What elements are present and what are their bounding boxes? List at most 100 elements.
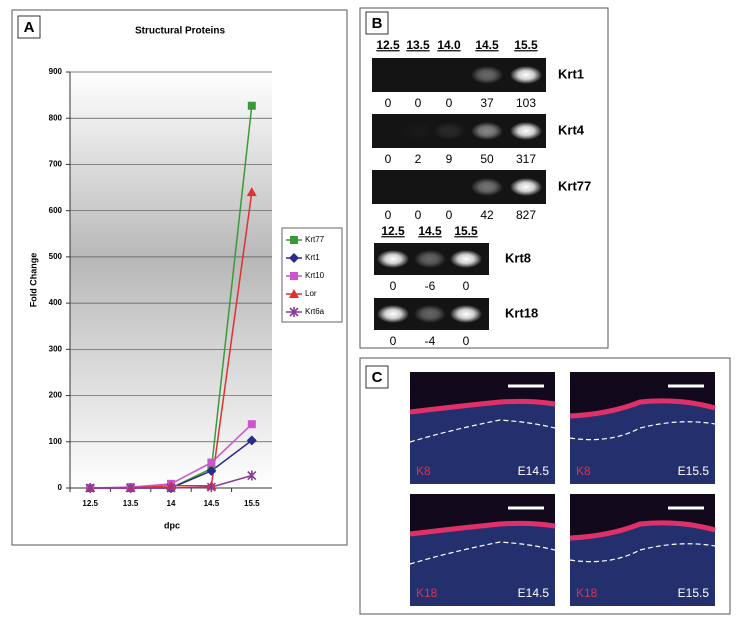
point <box>247 420 256 429</box>
epidermis-layer <box>409 520 556 537</box>
band-value: 37 <box>480 96 494 110</box>
band-value: 0 <box>463 334 470 348</box>
gel-band <box>510 122 542 140</box>
gel-band <box>414 305 446 323</box>
tissue <box>410 401 555 484</box>
point <box>206 465 217 476</box>
gene-label: Krt77 <box>558 178 591 193</box>
gene-label: Krt8 <box>505 250 531 265</box>
gel-band <box>510 66 542 84</box>
lane-label: 14.0 <box>437 38 461 52</box>
tissue <box>570 400 715 484</box>
gel-band <box>414 250 446 268</box>
lane-label: 14.5 <box>475 38 499 52</box>
panel-label: A <box>24 19 35 36</box>
gel-band <box>377 250 409 268</box>
point <box>85 483 95 493</box>
band-value: 0 <box>385 152 392 166</box>
lane-label: 15.5 <box>454 224 478 238</box>
panel-label: C <box>372 369 383 386</box>
gel-band <box>450 305 482 323</box>
micrograph: K18 E15.5 <box>569 494 716 606</box>
legend-label: Lor <box>305 289 317 298</box>
legend-marker <box>289 307 299 317</box>
micrograph: K8 E14.5 <box>409 372 556 484</box>
band-value: 0 <box>390 279 397 293</box>
band-value: 317 <box>516 152 536 166</box>
band-value: 103 <box>516 96 536 110</box>
x-tick-label: 14.5 <box>204 499 220 508</box>
gel-band <box>471 122 503 140</box>
panel-label-box <box>365 11 389 35</box>
basement-line <box>409 419 556 443</box>
gel-band <box>450 250 482 268</box>
x-tick-label: 15.5 <box>244 499 260 508</box>
band-value: -6 <box>425 279 436 293</box>
gel-band <box>471 178 503 196</box>
point <box>166 483 176 493</box>
y-tick-label: 0 <box>58 483 63 492</box>
gene-label: Krt1 <box>558 66 584 81</box>
point <box>207 458 216 467</box>
tissue <box>410 523 555 606</box>
stage-label: E14.5 <box>518 464 550 478</box>
point <box>246 187 257 197</box>
band-value: 9 <box>446 152 453 166</box>
epidermis-layer <box>409 398 556 415</box>
band-value: 42 <box>480 208 494 222</box>
band-value: 2 <box>415 152 422 166</box>
gel-band <box>402 122 434 140</box>
stage-label: E15.5 <box>678 464 710 478</box>
legend-label: Krt6a <box>305 307 325 316</box>
y-tick-label: 400 <box>49 298 63 307</box>
stage-label: E15.5 <box>678 586 710 600</box>
band-value: 0 <box>463 279 470 293</box>
point <box>247 470 257 481</box>
stage-label: E14.5 <box>518 586 550 600</box>
epidermis-layer <box>569 398 716 419</box>
band-value: 0 <box>446 208 453 222</box>
y-tick-label: 600 <box>49 206 63 215</box>
stain-label: K18 <box>576 586 598 600</box>
y-tick-label: 100 <box>49 437 63 446</box>
micrograph: K8 E15.5 <box>569 372 716 484</box>
band-value: 0 <box>415 96 422 110</box>
band-value: 0 <box>390 334 397 348</box>
point <box>247 101 256 110</box>
legend-label: Krt77 <box>305 235 325 244</box>
gel-band <box>433 122 465 140</box>
band-value: 827 <box>516 208 536 222</box>
legend-marker <box>290 236 298 244</box>
y-tick-label: 300 <box>49 344 63 353</box>
lane-label: 14.5 <box>418 224 442 238</box>
gel-band <box>471 66 503 84</box>
stain-label: K8 <box>576 464 591 478</box>
lane-label: 13.5 <box>406 38 430 52</box>
y-tick-label: 200 <box>49 391 63 400</box>
gel-band <box>510 178 542 196</box>
point <box>246 435 257 446</box>
legend-marker <box>289 253 299 263</box>
lane-label: 15.5 <box>514 38 538 52</box>
panel-label-box <box>17 15 41 39</box>
plot-area <box>70 72 272 488</box>
band-value: 0 <box>385 208 392 222</box>
stain-label: K8 <box>416 464 431 478</box>
band-value: 50 <box>480 152 494 166</box>
micrograph: K18 E14.5 <box>409 494 556 606</box>
band-value: -4 <box>425 334 436 348</box>
legend-label: Krt10 <box>305 271 325 280</box>
gel-band <box>377 305 409 323</box>
x-axis-label: dpc <box>164 520 180 530</box>
basement-line <box>409 541 556 565</box>
legend-marker <box>289 289 299 298</box>
panel-label: B <box>372 15 383 32</box>
x-tick-label: 12.5 <box>82 499 98 508</box>
point <box>126 483 136 493</box>
y-axis-label: Fold Change <box>28 253 38 308</box>
y-tick-label: 500 <box>49 252 63 261</box>
y-tick-label: 700 <box>49 160 63 169</box>
gene-label: Krt18 <box>505 305 538 320</box>
point <box>206 482 216 493</box>
